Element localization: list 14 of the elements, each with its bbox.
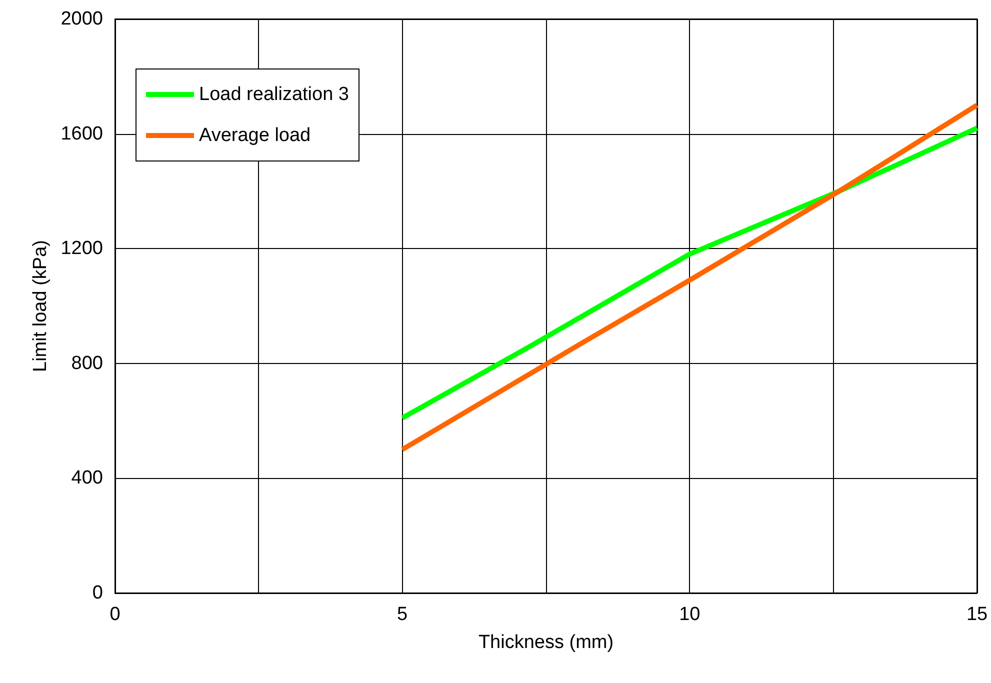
x-axis-title: Thickness (mm): [478, 632, 614, 653]
y-tick-label: 800: [71, 352, 103, 374]
y-tick-label: 2000: [60, 8, 103, 30]
y-tick-label: 1600: [60, 123, 103, 144]
legend-label: Load realization 3: [199, 84, 349, 105]
x-tick-label: 15: [966, 604, 988, 625]
y-axis-title: Limit load (kPa): [30, 240, 51, 372]
x-tick-label: 0: [110, 604, 120, 625]
legend-label: Average load: [199, 125, 311, 146]
y-tick-label: 1200: [60, 238, 103, 260]
x-tick-label: 10: [679, 604, 700, 625]
x-tick-label: 5: [397, 604, 408, 625]
y-tick-label: 400: [71, 468, 103, 489]
y-tick-label: 0: [92, 582, 103, 604]
